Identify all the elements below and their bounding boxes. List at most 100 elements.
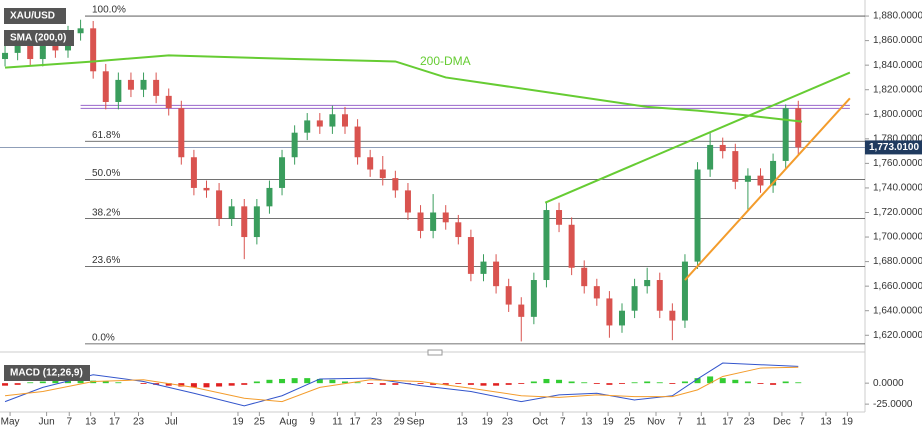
macd-histogram-bar (39, 381, 46, 384)
macd-histogram-bar (77, 379, 84, 384)
macd-histogram-bar (241, 383, 248, 385)
macd-histogram-bar (606, 383, 613, 385)
resize-handle[interactable] (427, 349, 443, 356)
y-tick-label: 1,680.0000 (873, 256, 922, 267)
macd-box (4, 365, 90, 381)
candle-body (2, 52, 9, 60)
candle-body (606, 298, 613, 326)
x-tick-label: 7 (66, 417, 72, 428)
x-tick-label: Nov (647, 417, 665, 428)
x-tick-label: 13 (85, 417, 97, 428)
macd-histogram-bar (732, 379, 739, 384)
candle-body (14, 43, 21, 53)
last-price-box (865, 140, 922, 155)
macd-histogram-bar (102, 381, 109, 384)
candle-body (140, 79, 147, 90)
candle-body (316, 120, 323, 127)
macd-histogram-bar (329, 379, 336, 384)
x-tick-label: 17 (350, 417, 362, 428)
macd-histogram-bar (367, 383, 374, 384)
candle-body (782, 108, 789, 161)
candle-body (77, 28, 84, 34)
macd-histogram-bar (681, 381, 688, 384)
candle-body (442, 212, 449, 223)
candle-body (291, 132, 298, 158)
trendline (684, 97, 851, 281)
candle-body (102, 71, 109, 102)
x-tick-label: Oct (532, 417, 548, 428)
candle-body (341, 114, 348, 127)
candle-body (707, 144, 714, 170)
fib-label: 0.0% (92, 333, 115, 344)
candle-body (744, 175, 751, 182)
candle-body (203, 187, 210, 191)
macd-histogram-bar (467, 383, 474, 385)
x-tick-label: 13 (820, 417, 832, 428)
macd-histogram-bar (744, 381, 751, 384)
candle-body (367, 157, 374, 170)
y-tick-label: 1,640.0000 (873, 305, 922, 316)
candle-body (732, 151, 739, 182)
candle-body (644, 280, 651, 287)
x-tick-label: Jul (165, 417, 178, 428)
macd-histogram-bar (770, 383, 777, 385)
macd-histogram-bar (178, 383, 185, 387)
candle-body (153, 79, 160, 96)
fib-label: 61.8% (92, 130, 120, 141)
candle-body (556, 210, 563, 225)
candle-body (656, 280, 663, 311)
candle-body (190, 157, 197, 188)
macd-histogram-bar (795, 382, 802, 384)
macd-histogram-bar (2, 383, 9, 386)
macd-histogram-bar (304, 378, 311, 384)
x-tick-label: 23 (744, 417, 756, 428)
macd-histogram-bar (707, 376, 714, 384)
macd-histogram-bar (719, 378, 726, 384)
macd-histogram-bar (64, 380, 71, 384)
macd-histogram-bar (757, 383, 764, 384)
y-tick-label: 1,840.0000 (873, 60, 922, 71)
x-tick-label: 19 (232, 417, 244, 428)
y-tick-label: 1,820.0000 (873, 84, 922, 95)
macd-y-tick-label: 0.0000 (873, 378, 904, 389)
macd-histogram-bar (115, 382, 122, 384)
candle-body (505, 286, 512, 305)
x-tick-label: 23 (371, 417, 383, 428)
candle-body (392, 178, 399, 191)
macd-histogram-bar (669, 383, 676, 384)
candle-body (681, 261, 688, 321)
macd-histogram-bar (266, 379, 273, 384)
symbol-box (4, 8, 66, 24)
macd-histogram-bar (190, 383, 197, 388)
candle-body (430, 212, 437, 231)
fib-label: 100.0% (92, 5, 126, 16)
candle-body (770, 160, 777, 186)
candle-body (329, 114, 336, 127)
macd-histogram-bar (291, 378, 298, 384)
x-tick-label: Sep (407, 417, 425, 428)
fib-label: 50.0% (92, 168, 120, 179)
x-tick-label: 25 (254, 417, 266, 428)
macd-histogram-bar (316, 378, 323, 384)
x-tick-label: 13 (581, 417, 593, 428)
candle-body (593, 286, 600, 299)
candle-body (631, 286, 638, 311)
macd-histogram-bar (379, 383, 386, 385)
candle-body (279, 157, 286, 188)
candle-body (581, 267, 588, 287)
macd-histogram-bar (392, 383, 399, 385)
candle-body (455, 222, 462, 238)
y-tick-label: 1,880.0000 (873, 11, 922, 22)
candle-body (90, 28, 97, 72)
x-tick-label: 13 (457, 417, 469, 428)
macd-histogram-bar (14, 383, 21, 385)
macd-histogram-bar (543, 378, 550, 384)
y-tick-label: 1,780.0000 (873, 133, 922, 144)
y-tick-label: 1,760.0000 (873, 158, 922, 169)
x-tick-label: 11 (696, 417, 707, 428)
trendline (544, 71, 851, 204)
x-tick-label: Jun (39, 417, 55, 428)
x-tick-label: 17 (109, 417, 121, 428)
macd-histogram-bar (442, 383, 449, 385)
